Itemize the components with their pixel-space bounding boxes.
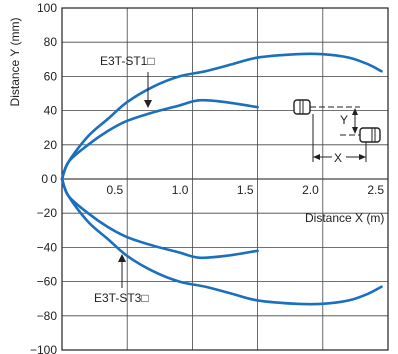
x-tick-label: 1.5	[237, 183, 254, 197]
annotation-st1: E3T-ST1□	[100, 54, 155, 68]
x-offset-arrow-left	[313, 154, 320, 160]
emitter-icon	[294, 100, 310, 114]
annotation-st3: E3T-ST3□	[94, 291, 149, 305]
x-offset-arrow-right	[359, 154, 366, 160]
annotation-st1-arrowhead	[144, 100, 152, 108]
x-tick-label: 2.5	[367, 183, 384, 197]
receiver-icon	[360, 128, 380, 142]
y-tick-label: −100	[30, 343, 57, 354]
y-tick-label: 0	[50, 172, 57, 186]
y-tick-label: 100	[37, 1, 57, 15]
x-tick-label: 0.5	[107, 183, 124, 197]
inset-label-y: Y	[340, 113, 348, 127]
y-tick-label: 20	[44, 138, 58, 152]
y-tick-label: −20	[37, 206, 58, 220]
y-offset-arrow-down	[352, 127, 358, 134]
x-tick-label: 1.0	[172, 183, 189, 197]
y-tick-label: −60	[37, 275, 58, 289]
x-tick-label: 2.0	[302, 183, 319, 197]
y-tick-label: −40	[37, 240, 58, 254]
inset-label-x: X	[334, 151, 342, 165]
series-line-2	[62, 179, 258, 258]
y-tick-label: 80	[44, 35, 58, 49]
y-tick-label: −80	[37, 309, 58, 323]
y-tick-label: 40	[44, 104, 58, 118]
series-line-3	[62, 179, 381, 304]
y-tick-label: 60	[44, 69, 58, 83]
y-offset-arrow-up	[352, 108, 358, 115]
series-line-0	[62, 100, 258, 179]
x-axis-label: Distance X (m)	[305, 211, 384, 225]
inset-diagram: Y X	[294, 100, 380, 165]
y-axis-label: Distance Y (mm)	[8, 18, 22, 107]
origin-label: 0	[41, 172, 48, 186]
